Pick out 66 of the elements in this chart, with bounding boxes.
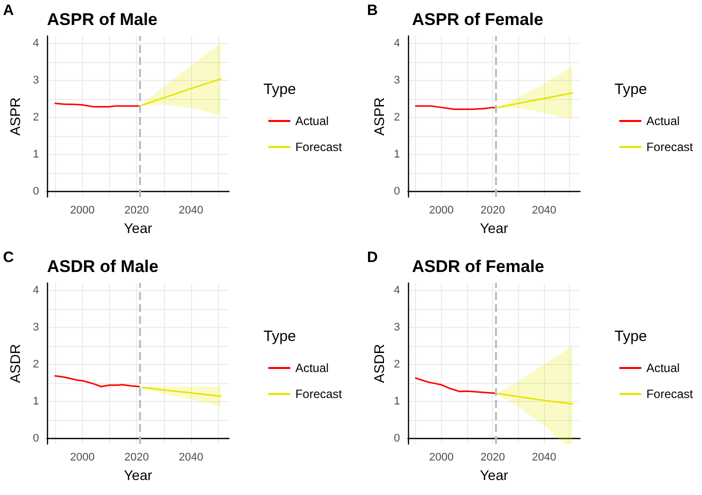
legend-label: Forecast <box>646 140 694 154</box>
x-tick-label: 2040 <box>532 452 556 464</box>
y-axis-title: ASPR <box>371 97 387 136</box>
y-tick-label: 2 <box>32 111 40 124</box>
line-series <box>497 92 574 108</box>
y-tick-label: 4 <box>32 284 40 296</box>
y-tick-label: 1 <box>32 148 40 160</box>
chart-title: ASDR of Male <box>47 257 158 276</box>
x-tick-label: 2020 <box>124 204 149 216</box>
legend-label: Forecast <box>295 387 343 401</box>
x-tick-label: 2020 <box>480 204 505 216</box>
y-tick-label: 2 <box>394 111 400 124</box>
y-tick-label: 1 <box>394 395 400 408</box>
legend-title: Type <box>263 81 296 98</box>
y-tick-label: 2 <box>394 358 400 370</box>
chart-title: ASDR of Female <box>412 257 544 276</box>
y-tick-label: 0 <box>32 185 40 198</box>
x-axis-title: Year <box>124 466 152 483</box>
x-axis-title: Year <box>480 466 508 483</box>
line-series <box>497 392 574 405</box>
y-tick-label: 3 <box>32 74 40 86</box>
legend-title: Type <box>614 81 648 98</box>
y-tick-label: 2 <box>32 358 40 370</box>
y-tick-label: 4 <box>394 284 400 296</box>
x-tick-label: 2000 <box>70 452 95 464</box>
text: A <box>3 2 14 19</box>
legend-label: Forecast <box>295 140 343 154</box>
legend-title: Type <box>614 328 648 345</box>
y-axis-title: ASDR <box>371 344 387 383</box>
x-tick-label: 2000 <box>429 452 454 464</box>
legend-title: Type <box>263 328 296 345</box>
chart-title: ASPR of Male <box>47 10 158 29</box>
y-tick-label: 0 <box>394 432 400 444</box>
text: C <box>3 249 14 266</box>
y-tick-label: 4 <box>32 37 40 50</box>
chart-title: ASPR of Female <box>412 10 544 29</box>
legend-label: Actual <box>646 361 680 375</box>
legend-label: Actual <box>646 114 680 128</box>
x-tick-label: 2000 <box>70 204 95 216</box>
y-tick-label: 1 <box>32 395 40 408</box>
y-axis-title: ASDR <box>7 344 23 383</box>
y-tick-label: 3 <box>394 74 400 86</box>
x-tick-label: 2040 <box>532 204 556 216</box>
x-tick-label: 2000 <box>429 204 454 216</box>
x-tick-label: 2040 <box>178 204 204 216</box>
x-tick-label: 2020 <box>480 452 505 464</box>
text: D <box>367 249 378 266</box>
x-axis-title: Year <box>480 220 508 236</box>
legend-label: Forecast <box>646 387 694 401</box>
line-series <box>141 78 222 106</box>
x-tick-label: 2020 <box>124 452 149 464</box>
text: B <box>367 2 378 19</box>
line-series <box>414 377 496 394</box>
x-axis-title: Year <box>124 220 152 236</box>
y-tick-label: 3 <box>32 321 40 334</box>
y-tick-label: 0 <box>32 432 40 444</box>
y-axis-title: ASPR <box>7 97 23 136</box>
x-tick-label: 2040 <box>178 452 204 464</box>
y-tick-label: 1 <box>394 148 400 160</box>
legend-label: Actual <box>295 361 329 375</box>
legend-label: Actual <box>295 114 329 128</box>
y-tick-label: 3 <box>394 321 400 334</box>
line-series <box>141 386 222 398</box>
y-tick-label: 0 <box>394 185 400 198</box>
line-series <box>54 375 140 388</box>
y-tick-label: 4 <box>394 37 400 50</box>
